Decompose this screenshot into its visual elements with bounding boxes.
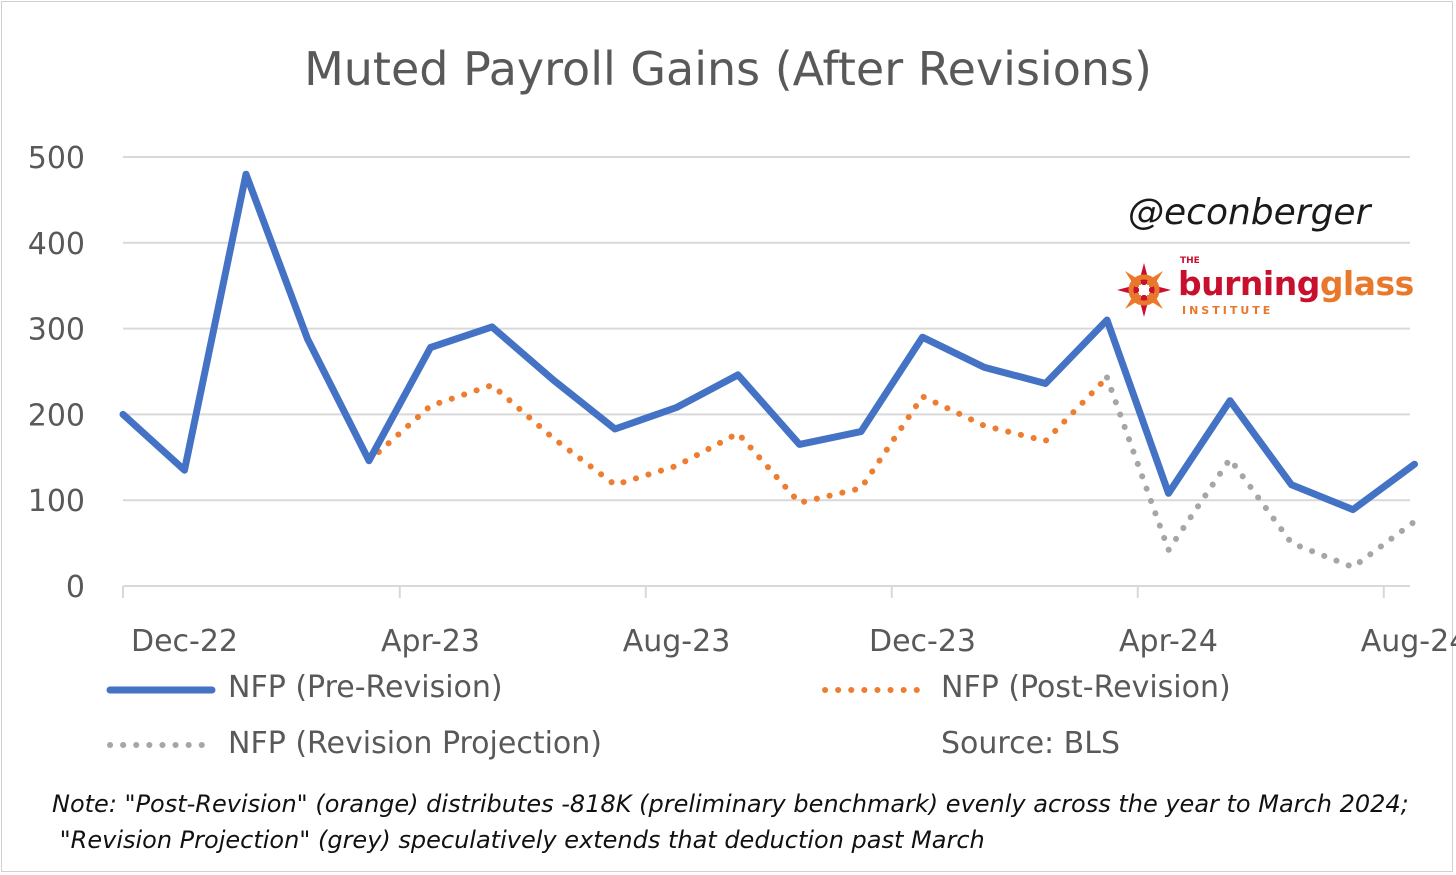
brand-the: THE [1180,256,1200,266]
x-tick-label: Dec-22 [131,624,238,659]
x-tick-label: Apr-23 [381,624,480,659]
legend-label-revision-projection: NFP (Revision Projection) [228,726,602,761]
series-lines [119,170,1418,571]
legend-label-post-revision: NFP (Post-Revision) [941,670,1231,705]
author-handle: @econberger [1128,192,1371,233]
x-tick-label: Aug-24 [1361,624,1456,659]
x-tick-label: Apr-24 [1119,624,1218,659]
series-line-nfp-post-revision [366,374,1110,506]
y-tick-label: 500 [28,141,85,176]
brand-word-burning: burning [1178,264,1320,303]
y-tick-label: 0 [66,570,85,605]
brand-word-glass: glass [1319,264,1415,303]
burning-glass-logo: THE burningglass INSTITUTE [1116,256,1436,318]
footnote-line-2: "Revision Projection" (grey) speculative… [52,826,985,854]
legend-swatches [106,686,921,748]
brand-subtitle: INSTITUTE [1182,304,1274,317]
series-line-nfp-pre-revision [119,170,1418,514]
footnote: Note: "Post-Revision" (orange) distribut… [52,786,1409,858]
legend-label-pre-revision: NFP (Pre-Revision) [228,670,503,705]
brand-name: burningglass [1178,264,1414,303]
y-tick-label: 100 [28,484,85,519]
footnote-line-1: Note: "Post-Revision" (orange) distribut… [52,790,1409,818]
x-tick-label: Aug-23 [623,624,731,659]
x-tick-label: Dec-23 [869,624,976,659]
y-tick-label: 200 [28,398,85,433]
source-label: Source: BLS [941,726,1121,761]
y-tick-label: 400 [28,227,85,262]
gridlines [123,156,1410,502]
y-axis-tick-labels: 0 100 200 300 400 500 [28,141,85,605]
series-line-nfp-revision-projection [1104,374,1418,571]
starburst-icon [1117,263,1171,317]
x-axis: Dec-22 Apr-23 Aug-23 Dec-23 Apr-24 Aug-24 [122,585,1456,659]
y-tick-label: 300 [28,313,85,348]
chart-title: Muted Payroll Gains (After Revisions) [304,42,1152,96]
